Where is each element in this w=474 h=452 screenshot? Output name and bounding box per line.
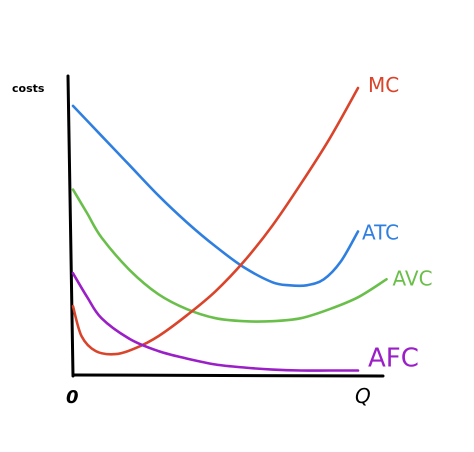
series-label-atc: ATC: [362, 221, 399, 245]
series-layer: [71, 86, 388, 372]
y-axis: [66, 74, 75, 378]
origin-label: 0: [66, 387, 79, 408]
series-label-afc: AFC: [368, 344, 419, 374]
series-line-atc: [71, 104, 360, 288]
series-line-mc: [71, 86, 360, 356]
x-axis-label: Q: [355, 384, 371, 408]
series-line-afc: [71, 272, 360, 372]
x-axis: [71, 373, 385, 378]
axes: [66, 74, 385, 378]
series-label-mc: MC: [368, 73, 399, 97]
y-axis-label: costs: [12, 82, 45, 95]
series-label-avc: AVC: [393, 266, 433, 290]
series-label-layer: ATC AVC MC AFC: [362, 73, 433, 374]
series-line-avc: [71, 188, 388, 323]
